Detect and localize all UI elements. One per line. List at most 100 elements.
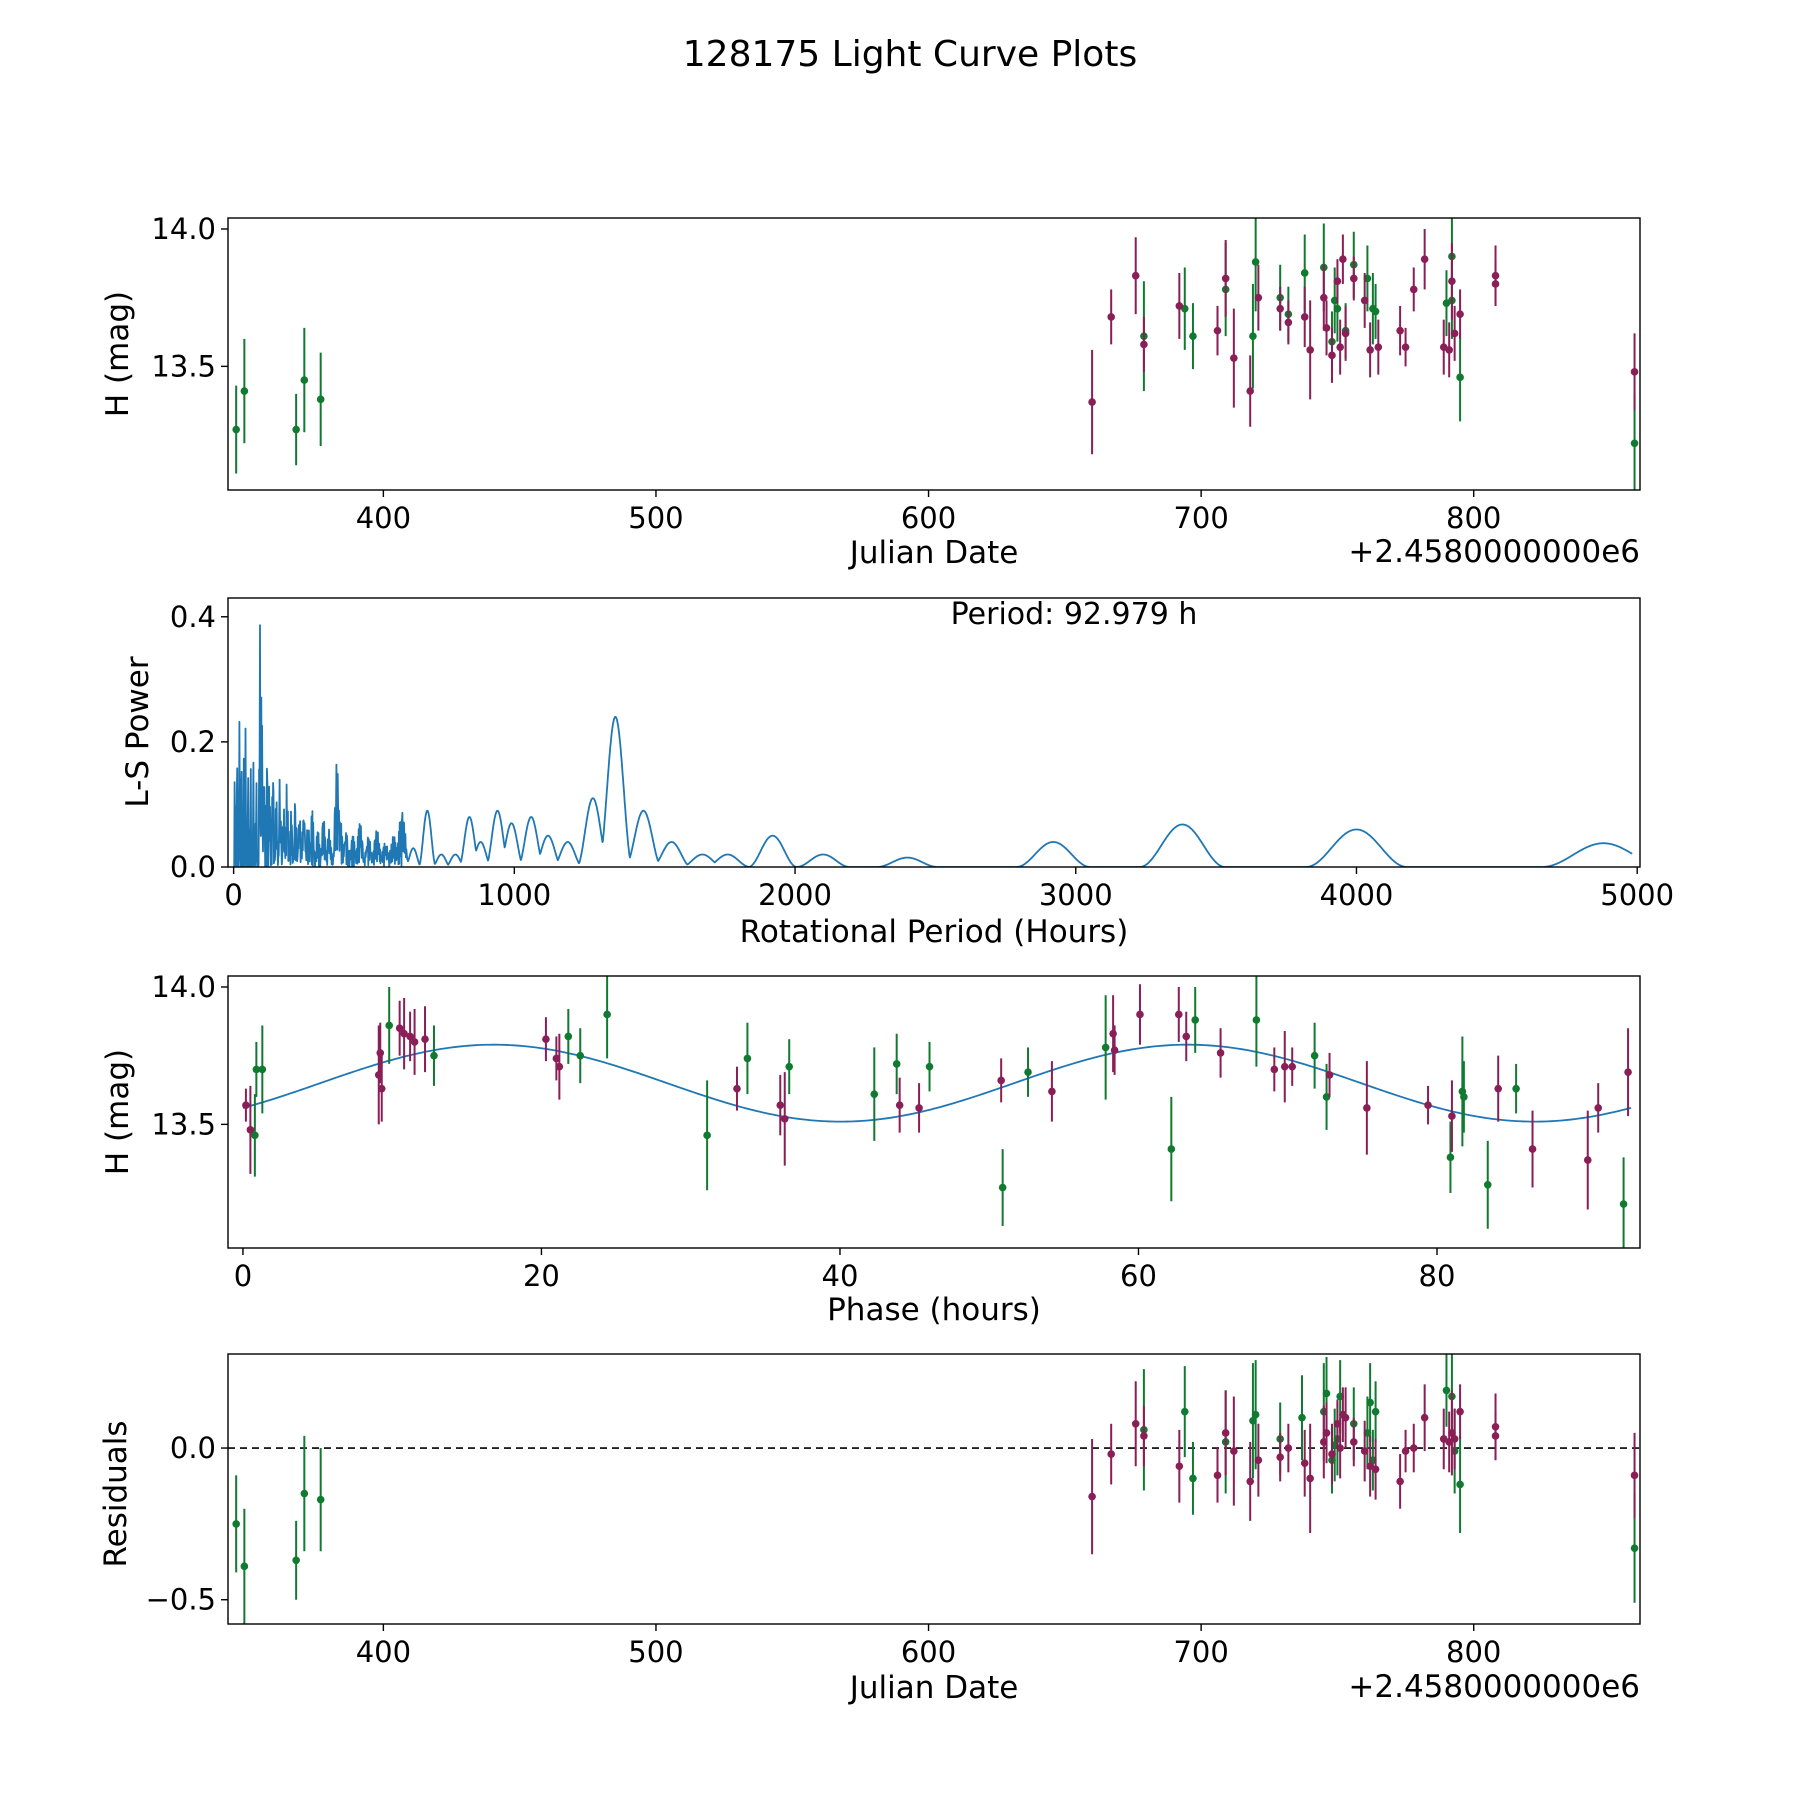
lightcurve-point-o <box>1366 322 1374 378</box>
data-point <box>1221 274 1230 283</box>
lightcurve-point-o <box>1349 256 1358 301</box>
data-point <box>1583 1156 1592 1164</box>
phased-point-o <box>376 1022 385 1084</box>
phased-plot-area <box>242 976 1632 1248</box>
periodogram-x-tick-label: 0 <box>224 878 242 912</box>
phased-point-g <box>1619 1157 1628 1248</box>
lightcurve-point-o <box>1254 264 1263 331</box>
data-point <box>1252 1016 1261 1024</box>
data-point <box>895 1101 904 1109</box>
phased-point-g <box>430 1025 438 1086</box>
data-point <box>1456 310 1464 318</box>
data-point <box>1528 1145 1537 1153</box>
data-point <box>733 1084 741 1093</box>
data-point <box>603 1010 611 1019</box>
data-point <box>1336 343 1344 351</box>
data-point <box>1630 1471 1639 1480</box>
data-point <box>1341 329 1350 338</box>
data-point <box>1276 304 1284 313</box>
phased-point-o <box>997 1058 1005 1103</box>
data-point <box>915 1104 923 1112</box>
lightcurve-point-o <box>1221 239 1230 317</box>
model-fit-curve <box>242 1043 1632 1123</box>
data-point <box>1213 1471 1222 1480</box>
data-point <box>1460 1093 1468 1101</box>
phased-point-g <box>1252 976 1261 1067</box>
lightcurve-point-o <box>1341 305 1350 361</box>
lightcurve-x-tick-label: 700 <box>1173 501 1228 535</box>
lightcurve-point-o <box>1450 305 1459 361</box>
residuals-point-o <box>1630 1432 1639 1518</box>
lightcurve-y-axis-label: H (mag) <box>100 291 136 417</box>
residuals-point-g <box>1371 1381 1380 1442</box>
phased-point-g <box>892 1033 901 1095</box>
residuals-point-o <box>1328 1423 1336 1485</box>
phased-point-o <box>1110 1025 1119 1075</box>
residuals-point-o <box>1276 1432 1284 1482</box>
periodogram-x-tick-label: 4000 <box>1320 878 1394 912</box>
lightcurve-point-g <box>1189 303 1197 370</box>
phased-point-g <box>785 1039 794 1095</box>
data-point <box>395 1024 404 1033</box>
lightcurve-point-o <box>1300 286 1309 348</box>
data-point <box>406 1032 414 1041</box>
data-point <box>1174 1010 1183 1019</box>
data-point <box>1450 329 1459 338</box>
data-point <box>1322 1389 1331 1398</box>
residuals-point-o <box>1450 1408 1459 1470</box>
data-point <box>1310 1051 1319 1060</box>
lightcurve-point-o <box>1088 349 1096 455</box>
residuals-point-o <box>1341 1387 1350 1449</box>
phased-point-o <box>377 1055 386 1122</box>
residuals-panel: 400 500 600 700 800 −0.5 0.0 Julian Date Resid… <box>98 1353 1641 1706</box>
data-point <box>1371 307 1380 316</box>
data-point <box>1216 1049 1225 1057</box>
data-point <box>1213 326 1222 335</box>
periodogram-x-axis-label: Rotational Period (Hours) <box>740 914 1129 950</box>
data-point <box>1249 332 1257 340</box>
residuals-point-o <box>1420 1384 1429 1452</box>
lightcurve-x-tick-label: 400 <box>356 501 411 535</box>
residuals-point-g <box>1298 1375 1306 1461</box>
data-point <box>1491 1432 1500 1440</box>
data-point <box>252 1065 261 1074</box>
data-point <box>1339 255 1347 264</box>
data-point <box>1284 1444 1293 1452</box>
phased-point-g <box>1024 1047 1032 1097</box>
residuals-point-g <box>1180 1366 1189 1458</box>
lightcurve-point-g <box>316 352 325 447</box>
lightcurve-point-o <box>1491 245 1500 306</box>
lightcurve-point-g <box>292 393 300 466</box>
residuals-x-offset-label: +2.4580000000e6 <box>1348 1669 1640 1705</box>
data-point <box>1276 1453 1284 1461</box>
phased-point-o <box>1280 1030 1289 1103</box>
lightcurve-point-o <box>1445 322 1453 378</box>
phased-point-o <box>1624 1028 1632 1117</box>
lightcurve-point-g <box>300 327 309 433</box>
period-annotation: Period: 92.979 h <box>951 597 1198 632</box>
data-point <box>1512 1084 1520 1093</box>
phased-x-tick-label: 80 <box>1419 1259 1456 1293</box>
data-point <box>1109 1029 1117 1038</box>
phased-point-o <box>1424 1085 1432 1125</box>
data-point <box>1251 1410 1260 1419</box>
data-point <box>232 1520 240 1528</box>
data-point <box>1366 1398 1374 1407</box>
lightcurve-point-o <box>1131 237 1140 315</box>
residuals-point-o <box>1300 1429 1309 1497</box>
phased-point-g <box>1191 986 1200 1053</box>
data-point <box>1396 1477 1404 1486</box>
data-point <box>1270 1065 1279 1074</box>
lightcurve-point-o <box>1140 316 1148 372</box>
residuals-point-o <box>1401 1429 1410 1473</box>
residuals-point-o <box>1349 1417 1358 1467</box>
data-point <box>400 1029 408 1038</box>
residuals-point-g <box>1442 1354 1451 1427</box>
phased-point-o <box>406 1011 414 1062</box>
periodogram-axes-frame <box>227 597 1641 868</box>
phased-point-o <box>895 1077 904 1133</box>
data-point <box>1349 1438 1358 1446</box>
phased-point-g <box>1512 1063 1520 1114</box>
data-point <box>1396 326 1404 335</box>
